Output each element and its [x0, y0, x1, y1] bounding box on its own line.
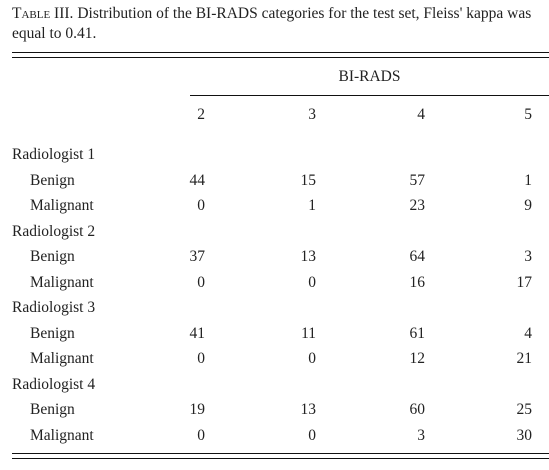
cell: 12	[409, 350, 426, 367]
cell: 9	[524, 197, 532, 214]
cell: 30	[516, 426, 533, 444]
cell: 61	[409, 324, 426, 342]
group-label: Radiologist 4	[12, 375, 96, 393]
row-label: Benign	[30, 324, 75, 342]
cell: 16	[409, 273, 426, 291]
row-label: Malignant	[30, 350, 94, 367]
row-label: Benign	[30, 401, 75, 418]
cell: 1	[524, 171, 532, 189]
column-header: 5	[524, 106, 532, 123]
cell: 3	[524, 248, 532, 265]
cell: 37	[189, 248, 206, 265]
row-label: Malignant	[30, 273, 94, 291]
column-header: 2	[197, 106, 205, 123]
group-label: Radiologist 3	[12, 299, 96, 316]
cell: 4	[524, 324, 532, 342]
header-rule	[190, 95, 549, 96]
cell: 17	[516, 273, 533, 291]
group-label: Radiologist 1	[12, 146, 96, 163]
cell: 0	[197, 197, 205, 214]
cell: 0	[308, 426, 316, 444]
cell: 57	[409, 171, 426, 189]
cell: 41	[189, 324, 206, 342]
cell: 0	[197, 273, 205, 291]
cell: 21	[516, 350, 533, 367]
group-header: BI-RADS	[338, 68, 401, 85]
bottom-rule	[12, 453, 549, 454]
row-label: Benign	[30, 248, 75, 265]
row-label: Malignant	[30, 197, 94, 214]
cell: 3	[417, 426, 425, 444]
cell: 13	[300, 401, 317, 418]
row-label: Malignant	[30, 426, 94, 444]
cell: 1	[308, 197, 316, 214]
cell: 0	[308, 273, 316, 291]
top-rule	[12, 57, 549, 58]
cell: 23	[409, 197, 426, 214]
cell: 15	[300, 171, 317, 189]
cell: 25	[516, 401, 533, 418]
cell: 0	[308, 350, 316, 367]
caption: Table III. Distribution of the BI-RADS c…	[12, 4, 542, 44]
cell: 19	[189, 401, 206, 418]
cell: 44	[189, 171, 206, 189]
row-label: Benign	[30, 171, 75, 189]
cell: 60	[409, 401, 426, 418]
top-rule	[12, 52, 549, 53]
cell: 11	[301, 324, 316, 342]
caption-text: Distribution of the BI-RADS categories f…	[12, 5, 532, 42]
column-header: 3	[308, 106, 316, 123]
cell: 64	[409, 248, 426, 265]
bottom-rule	[12, 458, 549, 459]
column-header: 4	[417, 106, 425, 123]
cell: 0	[197, 426, 205, 444]
caption-label: Table III.	[12, 5, 74, 22]
cell: 13	[300, 248, 317, 265]
group-label: Radiologist 2	[12, 222, 96, 240]
cell: 0	[197, 350, 205, 367]
